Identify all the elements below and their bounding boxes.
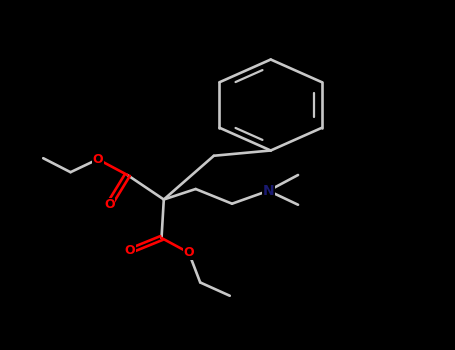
Text: O: O	[92, 153, 103, 166]
Text: O: O	[124, 244, 135, 258]
Text: O: O	[104, 198, 115, 211]
Text: O: O	[183, 246, 194, 259]
Text: N: N	[263, 184, 274, 198]
